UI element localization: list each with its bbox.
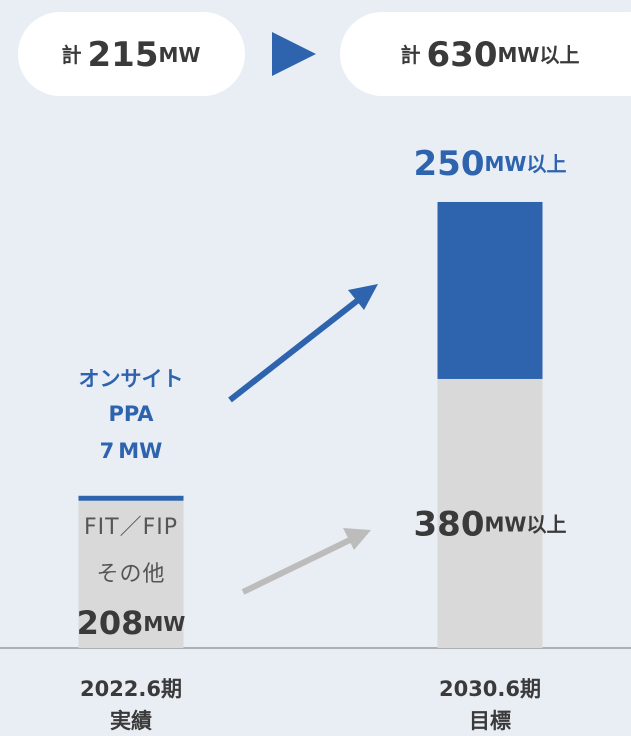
x-tick-label: 2022.6期 [80, 677, 182, 701]
total-unit: MW [159, 43, 201, 67]
pill-arrow [272, 32, 316, 76]
series-name: その他 [96, 562, 165, 587]
total-prefix: 計 [401, 43, 421, 67]
value-label: 208MW [77, 604, 186, 642]
total-label: 計 215MW [62, 35, 201, 75]
value-unit: MW [118, 439, 162, 463]
total-unit: MW以上 [498, 43, 580, 67]
growth-arrow [228, 284, 378, 403]
value-unit: MW以上 [485, 151, 567, 175]
total-value: 630 [427, 35, 498, 75]
bar-segment [437, 378, 543, 648]
total-prefix: 計 [62, 43, 82, 67]
series-name: PPA [108, 402, 154, 426]
value-unit: MW以上 [485, 512, 567, 536]
value: 7 [100, 439, 115, 463]
growth-arrow [241, 528, 371, 595]
x-tick-label: 2030.6期 [439, 677, 541, 701]
series-name: FIT／FIP [84, 515, 178, 540]
total-pill [340, 12, 631, 96]
value-unit: MW [143, 612, 185, 636]
total-pill [18, 12, 245, 96]
bar-segment [78, 495, 184, 501]
total-label: 計 630MW以上 [401, 35, 580, 75]
bar-segment [437, 201, 543, 379]
value-label: 7 MW [100, 439, 163, 463]
value-label: 380MW以上 [414, 504, 567, 544]
value: 380 [414, 504, 485, 544]
value: 208 [77, 604, 144, 642]
value-label: 250MW以上 [414, 143, 567, 183]
value: 250 [414, 143, 485, 183]
x-tick-sublabel: 目標 [469, 709, 511, 733]
series-name: オンサイト [79, 367, 184, 391]
bar-segment [78, 500, 184, 648]
x-tick-sublabel: 実績 [110, 709, 152, 733]
total-value: 215 [88, 35, 159, 75]
